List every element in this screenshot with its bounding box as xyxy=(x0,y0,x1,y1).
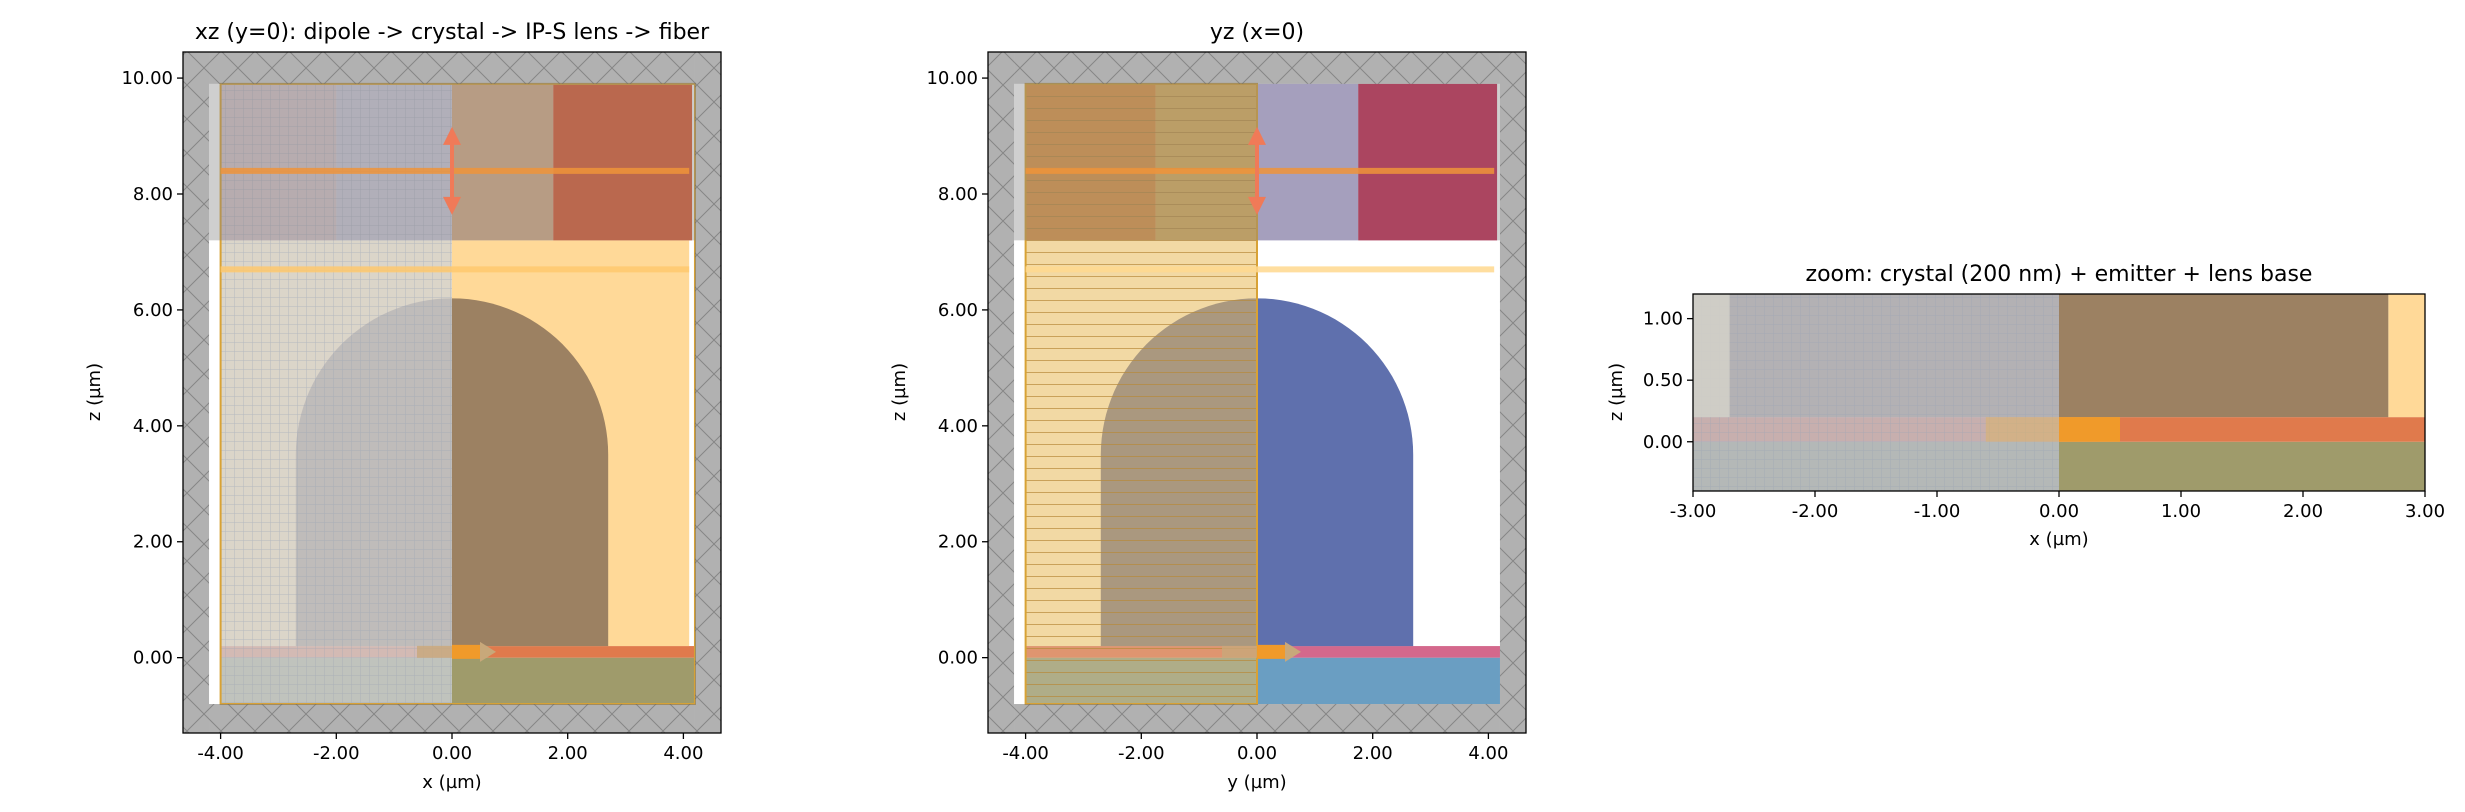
dipole-source xyxy=(1257,644,1285,659)
y-tick-label: 0.00 xyxy=(133,648,173,669)
symmetry-mesh xyxy=(1693,294,2059,491)
x-tick-label: 0.00 xyxy=(2039,501,2079,522)
source-arrow-head-up xyxy=(443,126,461,145)
dipole-source xyxy=(2059,417,2120,442)
panel-yz-ylabel: z (µm) xyxy=(889,363,910,421)
dipole-source xyxy=(452,644,480,659)
pml-hatch xyxy=(183,52,210,733)
x-tick-label: -4.00 xyxy=(197,743,244,764)
x-tick-label: -2.00 xyxy=(313,743,360,764)
dipole-arrow-head xyxy=(1285,641,1301,662)
pml-hatch xyxy=(1014,52,1500,84)
panel-xz-xlabel: x (µm) xyxy=(422,772,481,793)
panel-xz-plot xyxy=(183,52,721,733)
y-tick-label: 0.50 xyxy=(1643,370,1683,391)
panel-yz-axes: -4.00 -2.00 0.00 2.00 4.00 0.00 2.00 4.00 6.00 8.… xyxy=(926,51,1527,764)
y-tick-label: 8.00 xyxy=(133,184,173,205)
panel-xz-ylabel: z (µm) xyxy=(84,363,105,421)
x-tick-label: -2.00 xyxy=(1792,501,1839,522)
panel-zoom-title: zoom: crystal (200 nm) + emitter + lens … xyxy=(1806,262,2313,287)
pml-hatch xyxy=(209,704,695,733)
x-tick-label: 0.00 xyxy=(432,743,472,764)
source-arrow-head-down xyxy=(1248,196,1266,215)
lens-edge-overlay xyxy=(1693,294,1730,418)
pml-hatch xyxy=(694,52,721,733)
pml-hatch xyxy=(209,52,695,84)
structure-region xyxy=(1358,83,1498,241)
x-tick-label: 2.00 xyxy=(1353,743,1393,764)
x-tick-label: 3.00 xyxy=(2405,501,2445,522)
y-tick-label: 2.00 xyxy=(938,532,978,553)
panel-zoom-axes: -3.00 -2.00 -1.00 0.00 1.00 2.00 3.00 0.00 0.50 1… xyxy=(1643,293,2445,522)
source-arrow-head-down xyxy=(443,196,461,215)
pml-hatch xyxy=(1499,52,1526,733)
y-tick-label: 10.00 xyxy=(121,68,173,89)
panel-yz-plot xyxy=(988,52,1526,733)
x-tick-label: -4.00 xyxy=(1002,743,1049,764)
dipole-arrow-head xyxy=(480,641,496,662)
x-tick-label: 4.00 xyxy=(663,743,703,764)
structure-region xyxy=(553,83,693,241)
source-arrow-head-up xyxy=(1248,126,1266,145)
panel-zoom-plot xyxy=(1693,294,2425,491)
symmetry-mesh xyxy=(220,83,452,705)
y-tick-label: 4.00 xyxy=(938,416,978,437)
x-tick-label: 2.00 xyxy=(548,743,588,764)
y-tick-label: 0.00 xyxy=(1643,432,1683,453)
pml-hatch xyxy=(1014,704,1500,733)
y-tick-label: 2.00 xyxy=(133,532,173,553)
structure-region xyxy=(452,83,554,241)
y-tick-label: 10.00 xyxy=(926,68,978,89)
y-tick-label: 1.00 xyxy=(1643,309,1683,330)
x-tick-label: 1.00 xyxy=(2161,501,2201,522)
y-tick-label: 8.00 xyxy=(938,184,978,205)
structure-region xyxy=(1257,83,1359,241)
panel-zoom-xlabel: x (µm) xyxy=(2029,529,2088,550)
panel-xz-axes: -4.00 -2.00 0.00 2.00 4.00 0.00 2.00 4.00 6.00 8.… xyxy=(121,51,722,764)
panel-xz: xz (y=0): dipole -> crystal -> IP-S lens… xyxy=(84,20,722,793)
y-tick-label: 0.00 xyxy=(938,648,978,669)
x-tick-label: 0.00 xyxy=(1237,743,1277,764)
x-tick-label: -1.00 xyxy=(1914,501,1961,522)
x-tick-label: 2.00 xyxy=(2283,501,2323,522)
panel-yz-xlabel: y (µm) xyxy=(1227,772,1286,793)
panel-yz-title: yz (x=0) xyxy=(1210,20,1304,45)
panel-zoom-ylabel: z (µm) xyxy=(1606,363,1627,421)
pml-hatch xyxy=(988,52,1015,733)
panel-zoom: zoom: crystal (200 nm) + emitter + lens … xyxy=(1606,262,2445,550)
panel-xz-title: xz (y=0): dipole -> crystal -> IP-S lens… xyxy=(195,20,710,45)
structure-region xyxy=(2388,294,2425,418)
y-tick-label: 6.00 xyxy=(133,300,173,321)
x-tick-label: -2.00 xyxy=(1118,743,1165,764)
y-tick-label: 4.00 xyxy=(133,416,173,437)
x-tick-label: 4.00 xyxy=(1468,743,1508,764)
panel-yz: yz (x=0) -4.00 -2.00 0.00 2.00 4.00 0.00 2.00 4… xyxy=(889,20,1527,793)
symmetry-hatch xyxy=(1025,83,1257,705)
y-tick-label: 6.00 xyxy=(938,300,978,321)
x-tick-label: -3.00 xyxy=(1670,501,1717,522)
